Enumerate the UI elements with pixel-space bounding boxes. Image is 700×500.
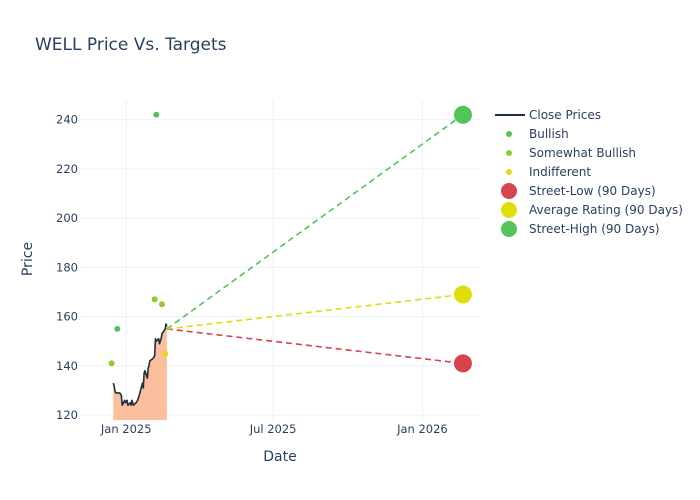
target-projection-line (166, 114, 464, 330)
legend-item[interactable]: Bullish (506, 127, 569, 141)
target-markers (453, 105, 472, 373)
gridlines (80, 100, 480, 420)
y-tick-label: 140 (56, 359, 78, 373)
y-tick-label: 220 (56, 162, 78, 176)
legend-dot-swatch (506, 150, 512, 156)
y-tick-label: 200 (56, 211, 78, 225)
legend-item[interactable]: Street-High (90 Days) (501, 221, 660, 237)
legend-marker-swatch (501, 221, 517, 237)
x-tick-label: Jul 2025 (249, 422, 297, 436)
legend[interactable]: Close Prices Bullish Somewhat Bullish Indif… (495, 108, 683, 237)
legend-label: Average Rating (90 Days) (529, 203, 683, 217)
analyst-rating-point (108, 360, 115, 367)
y-tick-label: 160 (56, 310, 78, 324)
legend-dot-swatch (506, 169, 512, 175)
legend-marker-swatch (501, 202, 517, 218)
y-tick-label: 120 (56, 408, 78, 422)
chart-title: WELL Price Vs. Targets (35, 35, 227, 55)
analyst-rating-points (108, 111, 169, 367)
close-price-line (112, 323, 168, 407)
legend-item[interactable]: Average Rating (90 Days) (501, 202, 683, 218)
target-projection-lines (166, 114, 464, 365)
legend-label: Somewhat Bullish (529, 146, 636, 160)
analyst-rating-point (114, 325, 121, 332)
legend-item[interactable]: Street-Low (90 Days) (501, 183, 656, 199)
legend-label: Bullish (529, 127, 569, 141)
x-tick-label: Jan 2025 (100, 422, 152, 436)
x-tick-label: Jan 2026 (396, 422, 448, 436)
close-price-fill (113, 324, 167, 420)
x-axis-ticks: Jan 2025 Jul 2025 Jan 2026 (100, 422, 448, 436)
legend-dot-swatch (506, 131, 512, 137)
legend-label: Indifferent (529, 165, 591, 179)
legend-item[interactable]: Indifferent (506, 165, 591, 179)
y-tick-label: 240 (56, 113, 78, 127)
analyst-rating-point (162, 350, 169, 357)
legend-marker-swatch (501, 183, 517, 199)
target-marker (453, 285, 472, 304)
legend-item[interactable]: Close Prices (495, 108, 601, 122)
legend-label: Close Prices (529, 108, 601, 122)
legend-label: Street-High (90 Days) (529, 222, 660, 236)
x-axis-title: Date (263, 449, 296, 465)
y-axis-ticks: 120 140 160 180 200 220 240 (56, 113, 78, 422)
target-marker (453, 105, 472, 124)
close-price-area (113, 324, 167, 420)
target-marker (453, 354, 472, 373)
legend-item[interactable]: Somewhat Bullish (506, 146, 636, 160)
y-axis-title: Price (20, 242, 36, 276)
y-tick-label: 180 (56, 260, 78, 274)
analyst-rating-point (158, 301, 165, 308)
analyst-rating-point (151, 296, 158, 303)
close-price-line-group (112, 323, 168, 407)
legend-label: Street-Low (90 Days) (529, 184, 656, 198)
analyst-rating-point (153, 111, 160, 118)
